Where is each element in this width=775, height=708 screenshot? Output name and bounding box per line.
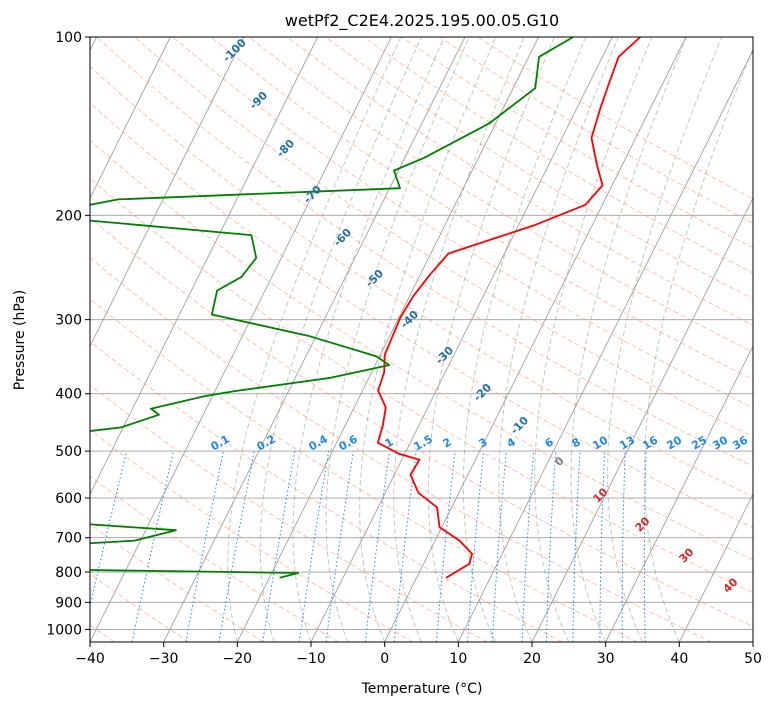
dry-adiabat-line bbox=[210, 37, 753, 381]
moist-adiabat-line bbox=[292, 37, 445, 642]
mixing-ratio-line bbox=[325, 451, 354, 642]
mixing-ratio-line bbox=[131, 450, 174, 642]
dry-adiabat-line bbox=[90, 475, 339, 642]
chart-title: wetPf2_C2E4.2025.195.00.05.G10 bbox=[285, 11, 559, 31]
moist-adiabat-line bbox=[643, 47, 753, 642]
x-tick-label: 0 bbox=[380, 651, 389, 667]
moist-adiabat-line bbox=[227, 37, 402, 642]
x-axis-label: Temperature (°C) bbox=[361, 681, 483, 697]
dry-adiabat-line bbox=[134, 37, 753, 438]
mixing-ratio-line bbox=[90, 450, 128, 609]
isotherm-line bbox=[531, 197, 753, 642]
isotherm-line bbox=[457, 49, 753, 642]
x-tick-label: −30 bbox=[149, 651, 179, 667]
x-tick-label: 50 bbox=[744, 651, 762, 667]
moist-adiabat-line bbox=[570, 37, 687, 642]
isotherm-line bbox=[678, 493, 753, 642]
y-tick-label: 800 bbox=[55, 565, 82, 581]
dry-adiabat-line bbox=[96, 37, 753, 467]
moist-adiabat-line bbox=[325, 37, 470, 642]
x-tick-label: 30 bbox=[597, 651, 615, 667]
x-tick-label: 40 bbox=[670, 651, 688, 667]
x-tick-label: 10 bbox=[449, 651, 467, 667]
y-tick-label: 600 bbox=[55, 491, 82, 507]
x-tick-label: −10 bbox=[296, 651, 326, 667]
dry-adiabat-line bbox=[90, 384, 488, 642]
dry-adiabat-line bbox=[90, 139, 753, 561]
y-tick-label: 500 bbox=[55, 444, 82, 460]
y-tick-label: 700 bbox=[55, 531, 82, 547]
plot-frame bbox=[89, 36, 754, 643]
moist-adiabat-line bbox=[393, 37, 525, 642]
dry-adiabat-line bbox=[286, 37, 753, 326]
mixing-ratio-line bbox=[393, 451, 417, 642]
x-tick-label: −40 bbox=[75, 651, 105, 667]
isotherm-line bbox=[90, 37, 392, 642]
dry-adiabat-line bbox=[90, 298, 638, 642]
dry-adiabat-line bbox=[325, 37, 753, 300]
mixing-ratio-line bbox=[467, 451, 485, 642]
isotherm-line bbox=[163, 37, 466, 642]
dry-adiabat-line bbox=[90, 429, 414, 642]
isotherm-line bbox=[90, 37, 245, 348]
isotherm-line bbox=[310, 37, 613, 642]
moist-adiabat-line bbox=[498, 37, 619, 642]
dry-adiabat-line bbox=[90, 216, 753, 628]
mixing-ratio-line bbox=[298, 451, 330, 642]
dry-adiabat-line bbox=[90, 257, 712, 642]
y-axis-label: Pressure (hPa) bbox=[12, 290, 28, 390]
dewpoint-line bbox=[90, 37, 574, 579]
y-tick-label: 900 bbox=[55, 595, 82, 611]
moist-adiabat-line bbox=[462, 37, 587, 642]
x-tick-label: 20 bbox=[523, 651, 541, 667]
dry-adiabat-line bbox=[248, 37, 753, 353]
dry-adiabat-line bbox=[90, 65, 753, 498]
dry-adiabat-line bbox=[90, 340, 563, 642]
moist-adiabat-line bbox=[607, 37, 723, 642]
moist-adiabat-line bbox=[359, 37, 497, 642]
mixing-ratio-line bbox=[435, 451, 456, 642]
moist-adiabat-line bbox=[427, 37, 555, 642]
temperature-line bbox=[376, 37, 641, 579]
y-tick-label: 200 bbox=[55, 208, 82, 224]
isotherm-line bbox=[236, 37, 540, 642]
isotherm-line bbox=[605, 345, 753, 642]
dry-adiabat-line bbox=[90, 177, 753, 594]
dry-adiabat-line bbox=[90, 572, 190, 642]
y-tick-label: 1000 bbox=[46, 622, 82, 638]
mixing-ratio-line bbox=[364, 451, 391, 642]
moist-adiabat-line bbox=[259, 37, 422, 642]
y-tick-label: 400 bbox=[55, 387, 82, 403]
y-tick-label: 100 bbox=[55, 30, 82, 46]
moist-adiabat-line bbox=[534, 37, 653, 642]
y-tick-label: 300 bbox=[55, 313, 82, 329]
x-tick-label: −20 bbox=[223, 651, 253, 667]
isotherm-line bbox=[90, 37, 319, 496]
